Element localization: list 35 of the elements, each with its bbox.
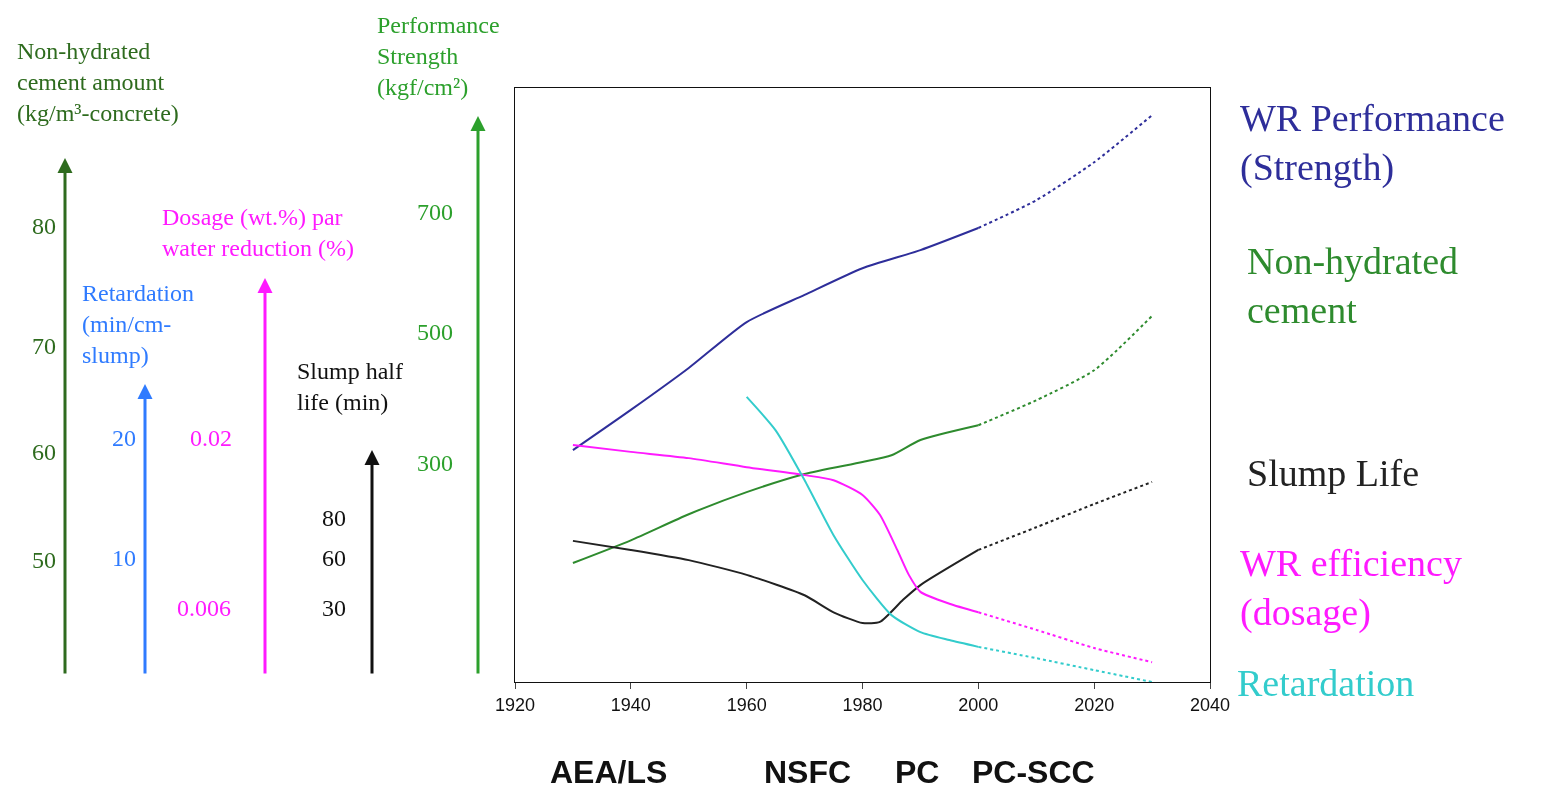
text: Performance Strength (kgf/cm²) <box>377 12 500 101</box>
text: Non-hydrated cement <box>1247 240 1459 332</box>
text: 10 <box>112 545 136 571</box>
text: 80 <box>322 505 346 531</box>
x-tick-label: 2000 <box>958 694 999 715</box>
text: 50 <box>32 547 56 573</box>
text: 60 <box>32 439 56 465</box>
text: 0.006 <box>177 595 231 621</box>
text: 30 <box>322 595 346 621</box>
text: AEA/LS <box>550 754 668 790</box>
x-tick-label: 1980 <box>842 694 883 715</box>
text: Retardation (min/cm- slump) <box>82 280 194 369</box>
text: 700 <box>417 199 453 225</box>
text: PC-SCC <box>972 754 1095 790</box>
x-tick-label: 1960 <box>726 694 767 715</box>
x-tick-label: 2040 <box>1189 694 1231 715</box>
x-tick-label: 2020 <box>1074 694 1115 715</box>
text: WR efficiency (dosage) <box>1240 542 1462 635</box>
text: NSFC <box>764 754 852 790</box>
text: 0.02 <box>190 425 232 451</box>
text: Slump Life <box>1247 452 1420 494</box>
text: WR Performance (Strength) <box>1240 97 1505 190</box>
text: 60 <box>322 545 346 571</box>
x-tick-label: 1940 <box>610 694 651 715</box>
x-tick-label: 1920 <box>494 694 536 715</box>
text: PC <box>895 754 940 790</box>
text: 70 <box>32 333 56 359</box>
text: 80 <box>32 213 56 239</box>
text: Slump half life (min) <box>297 358 403 416</box>
text: Dosage (wt.%) par water reduction (%) <box>162 204 354 262</box>
text: Retardation <box>1237 662 1415 704</box>
text: 300 <box>417 450 453 476</box>
text: Non-hydrated cement amount (kg/m³-concrete) <box>17 38 179 127</box>
text: 20 <box>112 425 136 451</box>
text: 500 <box>417 319 453 345</box>
